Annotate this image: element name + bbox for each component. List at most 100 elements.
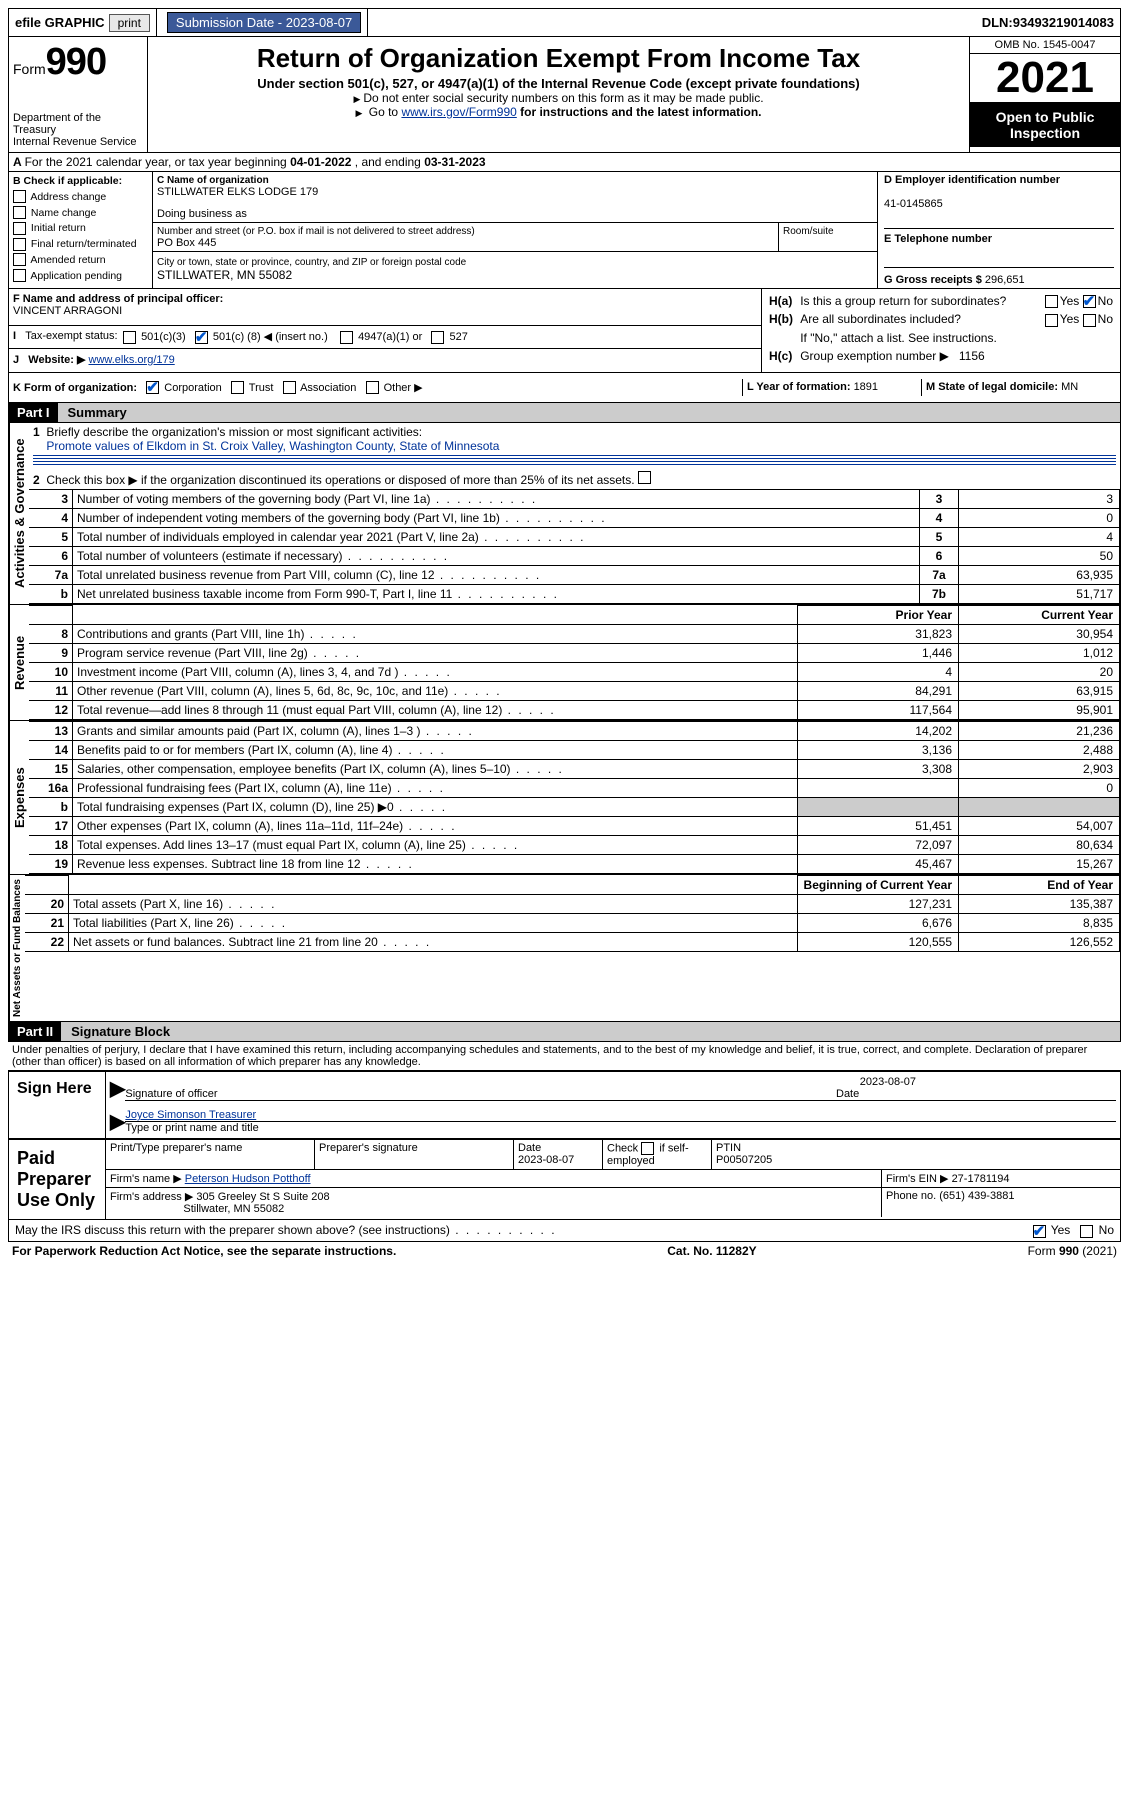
table-row: 4 Number of independent voting members o…: [29, 509, 1120, 528]
addr-change-checkbox[interactable]: [13, 190, 26, 203]
tax-year: 2021: [970, 54, 1120, 103]
perjury-declaration: Under penalties of perjury, I declare th…: [8, 1042, 1121, 1070]
discontinued-checkbox[interactable]: [638, 471, 651, 484]
table-row: 14 Benefits paid to or for members (Part…: [29, 741, 1120, 760]
group-exemption: 1156: [959, 349, 985, 363]
revenue-block: Revenue Prior Year Current Year8 Contrib…: [8, 605, 1121, 721]
table-row: 17 Other expenses (Part IX, column (A), …: [29, 817, 1120, 836]
table-row: 3 Number of voting members of the govern…: [29, 490, 1120, 509]
fh-block: F Name and address of principal officer:…: [8, 289, 1121, 373]
table-header-row: Beginning of Current Year End of Year: [25, 876, 1120, 895]
may-irs-row: May the IRS discuss this return with the…: [8, 1220, 1121, 1241]
gross-receipts: 296,651: [985, 274, 1025, 286]
4947-checkbox[interactable]: [340, 331, 353, 344]
initial-return-checkbox[interactable]: [13, 222, 26, 235]
footer: For Paperwork Reduction Act Notice, see …: [8, 1242, 1121, 1260]
ha-yes-checkbox[interactable]: [1045, 295, 1058, 308]
irs-label: Internal Revenue Service: [13, 136, 143, 148]
netassets-block: Net Assets or Fund Balances Beginning of…: [8, 875, 1121, 1022]
vlabel-exp: Expenses: [9, 721, 29, 874]
vlabel-ag: Activities & Governance: [9, 423, 29, 604]
501c3-checkbox[interactable]: [123, 331, 136, 344]
table-row: b Total fundraising expenses (Part IX, c…: [29, 798, 1120, 817]
state-domicile: MN: [1061, 381, 1078, 393]
form-header: Form990 Department of the Treasury Inter…: [8, 37, 1121, 153]
trust-checkbox[interactable]: [231, 381, 244, 394]
may-irs-no-checkbox[interactable]: [1080, 1225, 1093, 1238]
top-bar: efile GRAPHIC print Submission Date - 20…: [8, 8, 1121, 37]
officer-name: Joyce Simonson Treasurer: [125, 1109, 256, 1121]
amended-return-checkbox[interactable]: [13, 253, 26, 266]
na-table: Beginning of Current Year End of Year20 …: [25, 875, 1120, 952]
dba-label: Doing business as: [157, 208, 247, 220]
table-row: 21 Total liabilities (Part X, line 26) 6…: [25, 914, 1120, 933]
table-row: 5 Total number of individuals employed i…: [29, 528, 1120, 547]
527-checkbox[interactable]: [431, 331, 444, 344]
part1-header: Part I Summary: [8, 403, 1121, 423]
submission-date-badge: Submission Date - 2023-08-07: [167, 12, 361, 33]
corp-checkbox[interactable]: [146, 381, 159, 394]
final-return-checkbox[interactable]: [13, 238, 26, 251]
sig-arrow-icon-2: ▶: [110, 1109, 125, 1134]
paid-preparer-label: Paid Preparer Use Only: [9, 1140, 106, 1219]
ag-table: 3 Number of voting members of the govern…: [29, 489, 1120, 604]
expenses-block: Expenses 13 Grants and similar amounts p…: [8, 721, 1121, 875]
table-row: b Net unrelated business taxable income …: [29, 585, 1120, 604]
form-subtitle: Under section 501(c), 527, or 4947(a)(1)…: [154, 76, 963, 91]
org-name: STILLWATER ELKS LODGE 179: [157, 186, 318, 198]
part2-header: Part II Signature Block: [8, 1022, 1121, 1042]
paid-preparer-block: Paid Preparer Use Only Print/Type prepar…: [8, 1139, 1121, 1220]
vlabel-na: Net Assets or Fund Balances: [9, 875, 25, 1021]
name-change-checkbox[interactable]: [13, 206, 26, 219]
firm-phone: (651) 439-3881: [939, 1190, 1014, 1202]
firm-ein: 27-1781194: [952, 1173, 1010, 1185]
dln-cell: DLN: 93493219014083: [976, 9, 1120, 36]
may-irs-yes-checkbox[interactable]: [1033, 1225, 1046, 1238]
firm-address: 305 Greeley St S Suite 208: [196, 1191, 329, 1203]
print-button[interactable]: print: [109, 14, 150, 32]
activities-governance-block: Activities & Governance 1 Briefly descri…: [8, 423, 1121, 605]
mission-text: Promote values of Elkdom in St. Croix Va…: [46, 439, 499, 453]
table-row: 20 Total assets (Part X, line 16) 127,23…: [25, 895, 1120, 914]
sign-here-label: Sign Here: [9, 1072, 106, 1138]
website-link[interactable]: www.elks.org/179: [89, 354, 175, 366]
klm-row: K Form of organization: Corporation Trus…: [8, 373, 1121, 404]
section-deg: D Employer identification number 41-0145…: [878, 172, 1120, 288]
section-b: B Check if applicable: Address change Na…: [9, 172, 153, 288]
form-number: Form990: [13, 41, 143, 84]
table-row: 16a Professional fundraising fees (Part …: [29, 779, 1120, 798]
rev-table: Prior Year Current Year8 Contributions a…: [29, 605, 1120, 720]
exp-table: 13 Grants and similar amounts paid (Part…: [29, 721, 1120, 874]
table-row: 12 Total revenue—add lines 8 through 11 …: [29, 701, 1120, 720]
table-row: 10 Investment income (Part VIII, column …: [29, 663, 1120, 682]
other-checkbox[interactable]: [366, 381, 379, 394]
sign-here-block: Sign Here ▶ 2023-08-07 Signature of offi…: [8, 1070, 1121, 1139]
sig-arrow-icon: ▶: [110, 1076, 125, 1101]
ha-no-checkbox[interactable]: [1083, 295, 1096, 308]
org-street: PO Box 445: [157, 237, 216, 249]
501c-checkbox[interactable]: [195, 331, 208, 344]
table-header-row: Prior Year Current Year: [29, 606, 1120, 625]
vlabel-rev: Revenue: [9, 605, 29, 720]
assoc-checkbox[interactable]: [283, 381, 296, 394]
prep-date: 2023-08-07: [518, 1154, 574, 1166]
hb-yes-checkbox[interactable]: [1045, 314, 1058, 327]
table-row: 7a Total unrelated business revenue from…: [29, 566, 1120, 585]
ptin-value: P00507205: [716, 1154, 772, 1166]
firm-name: Peterson Hudson Potthoff: [185, 1173, 311, 1185]
form-title: Return of Organization Exempt From Incom…: [154, 43, 963, 74]
self-employed-checkbox[interactable]: [641, 1142, 654, 1155]
ein-value: 41-0145865: [884, 198, 943, 210]
hb-no-checkbox[interactable]: [1083, 314, 1096, 327]
efile-label: efile GRAPHIC print: [9, 9, 157, 36]
submission-cell: Submission Date - 2023-08-07: [157, 9, 368, 36]
line-a: A For the 2021 calendar year, or tax yea…: [8, 153, 1121, 172]
principal-officer: VINCENT ARRAGONI: [13, 305, 122, 317]
note-ssn: Do not enter social security numbers on …: [154, 91, 963, 105]
irs-form990-link[interactable]: www.irs.gov/Form990: [401, 105, 516, 119]
open-inspection-badge: Open to Public Inspection: [970, 103, 1120, 147]
table-row: 18 Total expenses. Add lines 13–17 (must…: [29, 836, 1120, 855]
table-row: 11 Other revenue (Part VIII, column (A),…: [29, 682, 1120, 701]
section-c: C Name of organization STILLWATER ELKS L…: [153, 172, 878, 288]
app-pending-checkbox[interactable]: [13, 269, 26, 282]
